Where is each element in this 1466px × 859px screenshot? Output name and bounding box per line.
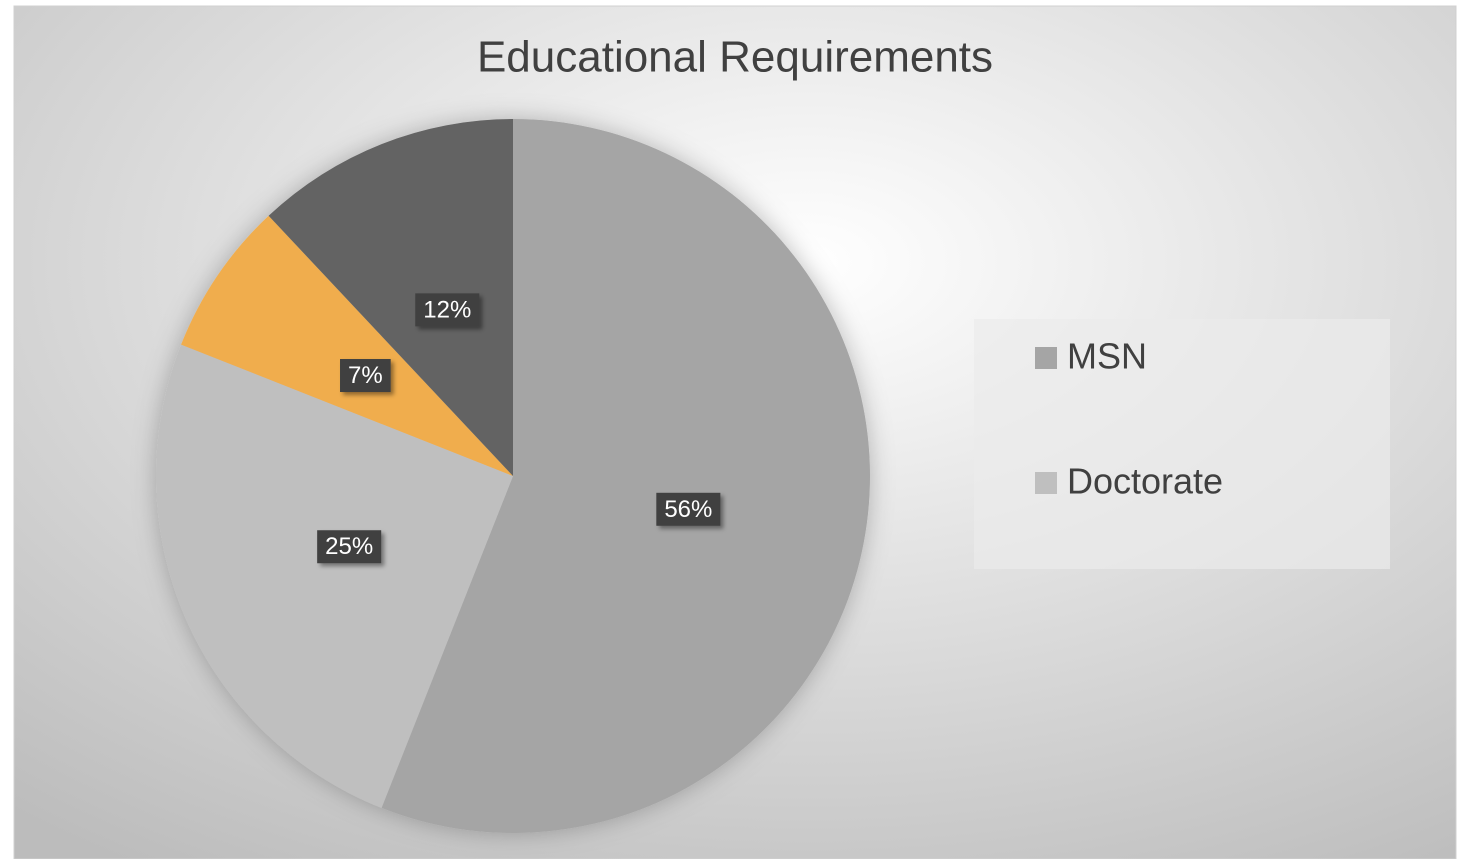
pie-slice [268,119,513,476]
data-label: 7% [348,362,383,389]
legend-label: MSN [1067,336,1147,377]
pie-slice [181,215,513,477]
data-label-box [656,492,721,526]
chart-title: Educational Requirements [477,33,993,82]
data-label-box [340,359,391,393]
data-label-box [317,530,382,564]
legend-label: Doctorate [1067,461,1223,502]
data-label-box [415,293,480,327]
legend-swatch [1035,347,1057,369]
pie [156,119,871,833]
data-label: 56% [664,496,712,523]
legend-swatch [1035,472,1057,494]
pie-slice [156,344,513,808]
data-label: 25% [325,533,373,560]
pie-slice [381,119,871,833]
data-label: 12% [423,296,471,323]
